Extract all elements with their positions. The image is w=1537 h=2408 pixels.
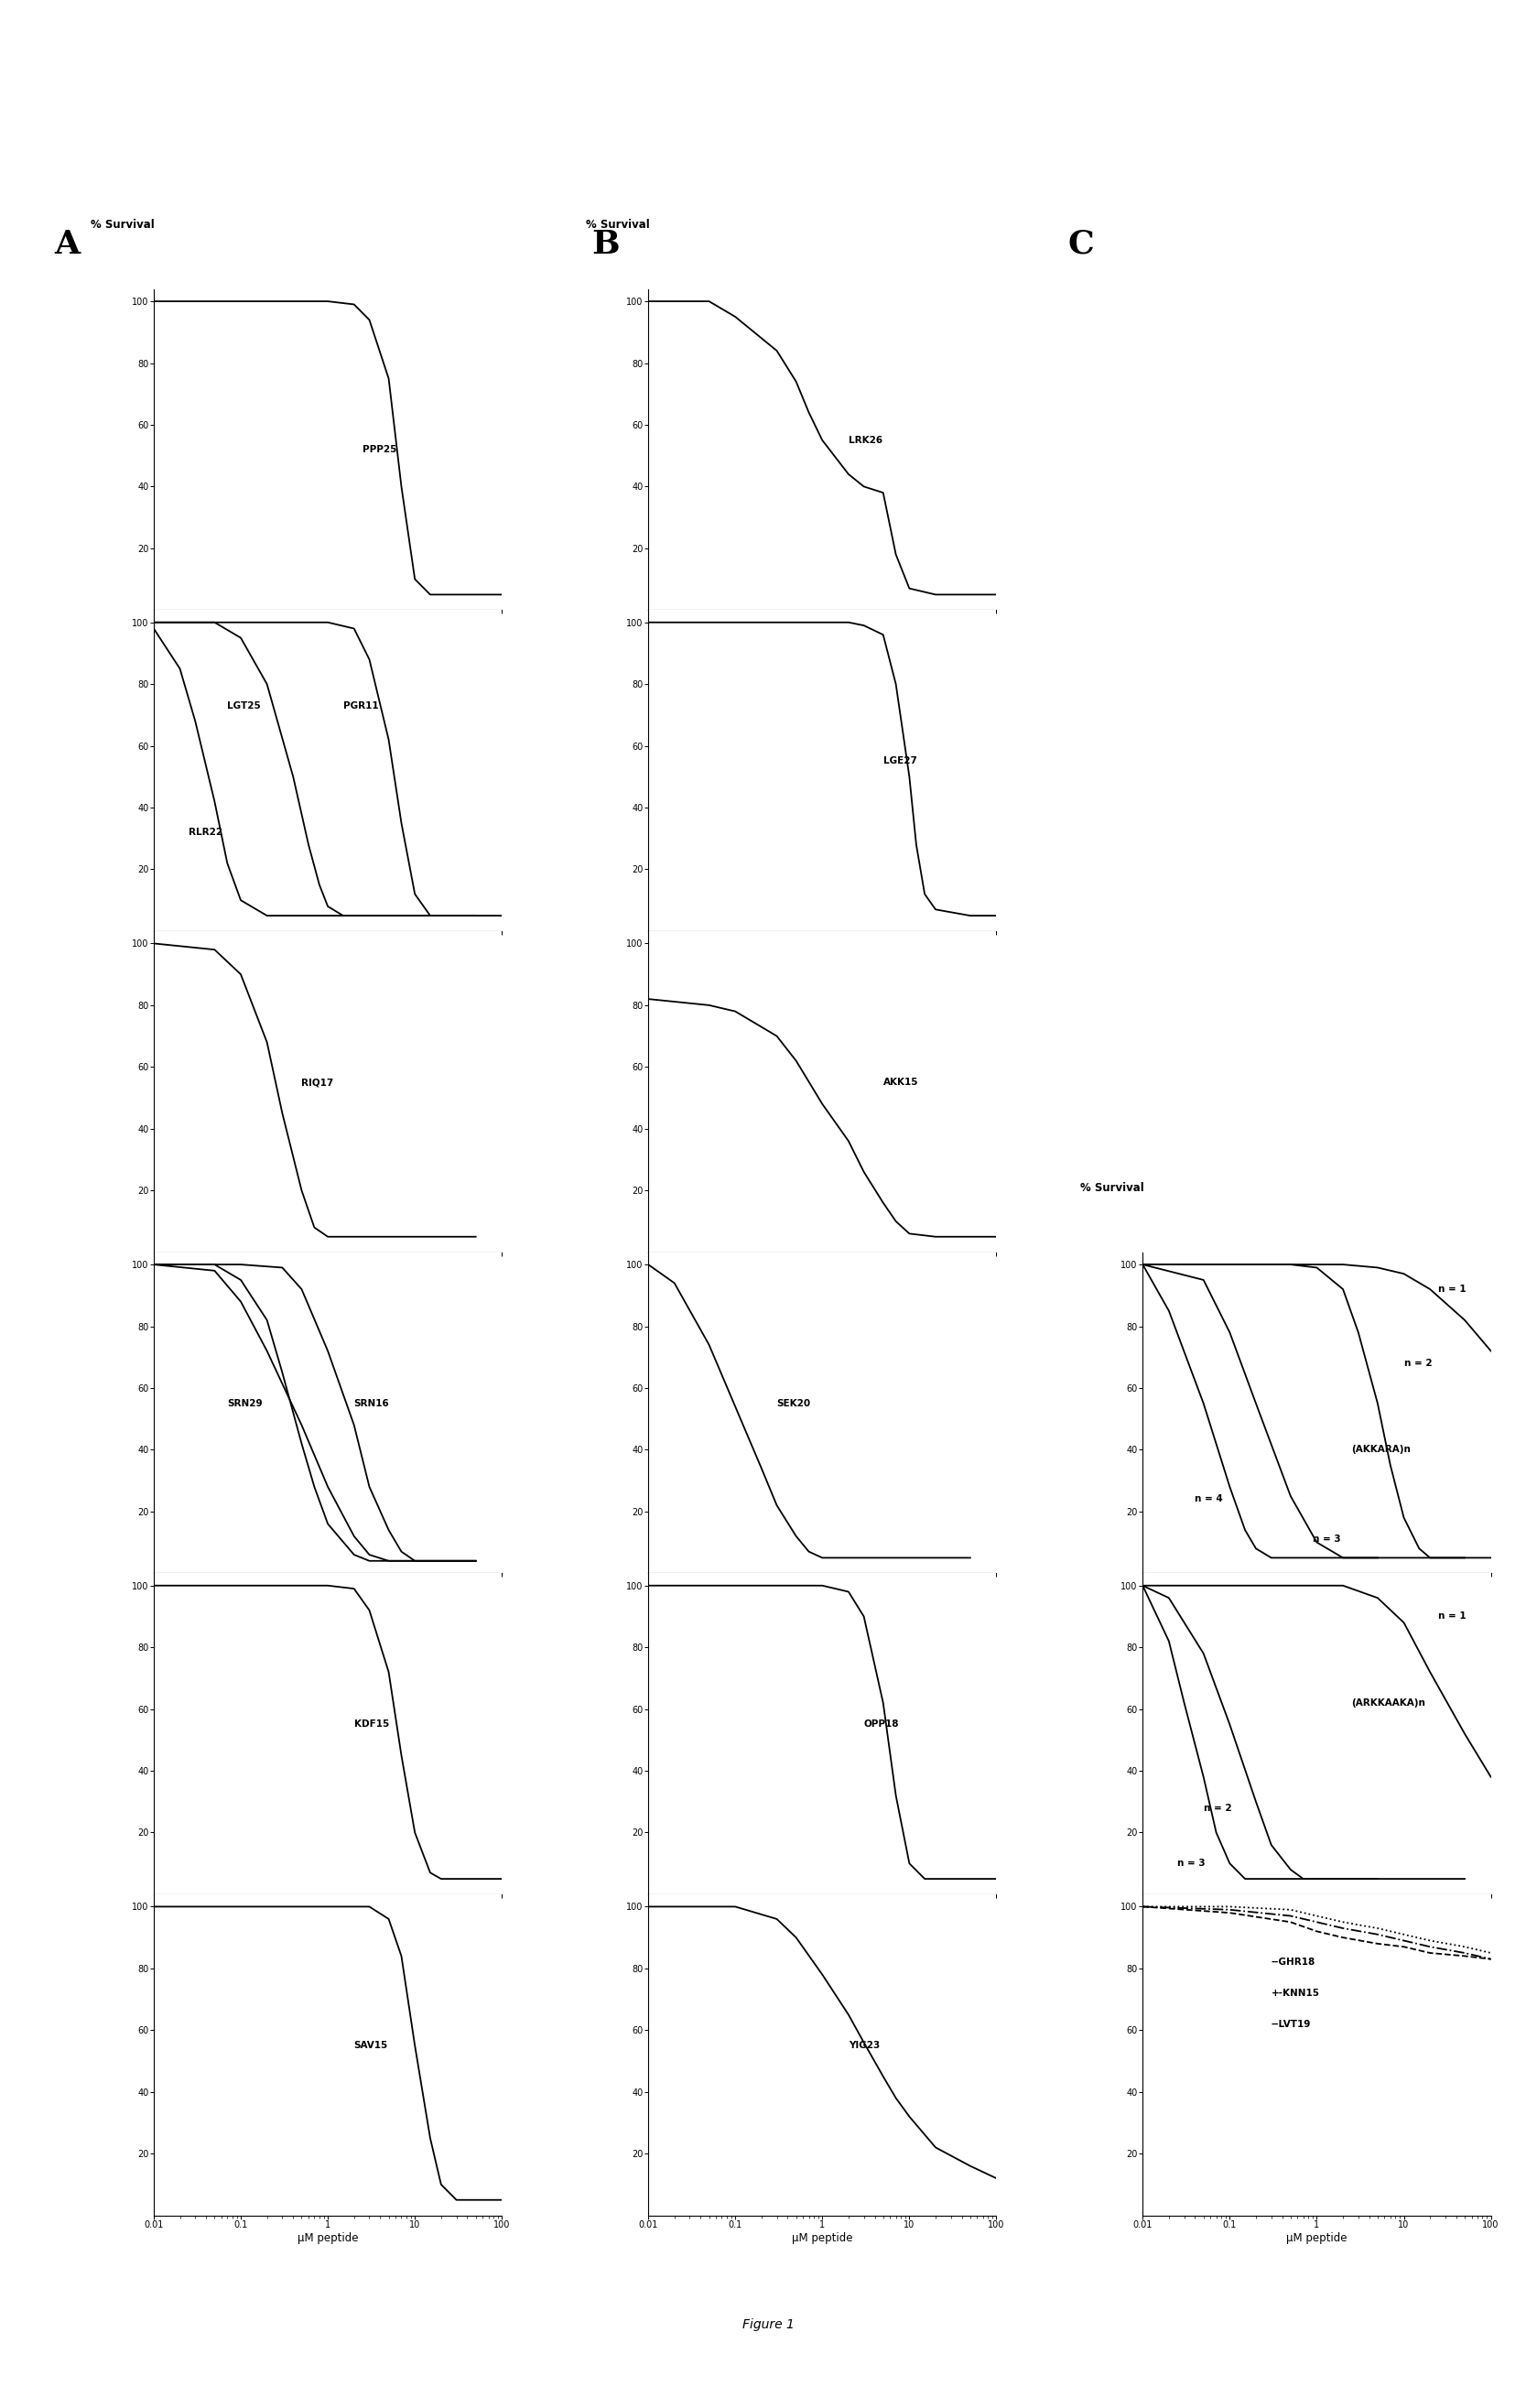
Text: PGR11: PGR11 <box>343 701 378 710</box>
Text: LGE27: LGE27 <box>884 756 918 766</box>
Text: SEK20: SEK20 <box>776 1399 810 1409</box>
Text: LRK26: LRK26 <box>848 436 882 445</box>
X-axis label: μM peptide: μM peptide <box>1286 2232 1348 2244</box>
X-axis label: μM peptide: μM peptide <box>297 2232 358 2244</box>
Text: +-KNN15: +-KNN15 <box>1271 1989 1320 1999</box>
Text: C: C <box>1068 229 1094 260</box>
Text: % Survival: % Survival <box>91 219 155 231</box>
Text: n = 3: n = 3 <box>1313 1534 1340 1544</box>
Text: Figure 1: Figure 1 <box>742 2319 795 2331</box>
Text: n = 3: n = 3 <box>1177 1859 1205 1869</box>
Text: --GHR18: --GHR18 <box>1271 1958 1316 1967</box>
Text: SRN16: SRN16 <box>354 1399 389 1409</box>
Text: n = 1: n = 1 <box>1439 1283 1466 1293</box>
Text: LGT25: LGT25 <box>227 701 261 710</box>
Text: RLR22: RLR22 <box>189 828 223 838</box>
Text: n = 1: n = 1 <box>1439 1611 1466 1621</box>
Text: (AKKARA)n: (AKKARA)n <box>1351 1445 1411 1454</box>
X-axis label: μM peptide: μM peptide <box>792 2232 853 2244</box>
Text: A: A <box>54 229 80 260</box>
Text: AKK15: AKK15 <box>884 1079 919 1086</box>
Text: n = 2: n = 2 <box>1203 1804 1231 1813</box>
Text: % Survival: % Survival <box>1081 1182 1144 1194</box>
Text: OPP18: OPP18 <box>864 1719 899 1729</box>
Text: B: B <box>592 229 619 260</box>
Text: PPP25: PPP25 <box>363 445 397 455</box>
Text: % Survival: % Survival <box>586 219 649 231</box>
Text: SRN29: SRN29 <box>227 1399 263 1409</box>
Text: RIQ17: RIQ17 <box>301 1079 334 1086</box>
Text: --LVT19: --LVT19 <box>1271 2020 1311 2028</box>
Text: KDF15: KDF15 <box>354 1719 389 1729</box>
Text: (ARKKAAKA)n: (ARKKAAKA)n <box>1351 1698 1425 1707</box>
Text: YIG23: YIG23 <box>848 2042 879 2049</box>
Text: SAV15: SAV15 <box>354 2042 389 2049</box>
Text: n = 2: n = 2 <box>1403 1358 1432 1368</box>
Text: n = 4: n = 4 <box>1196 1495 1223 1503</box>
